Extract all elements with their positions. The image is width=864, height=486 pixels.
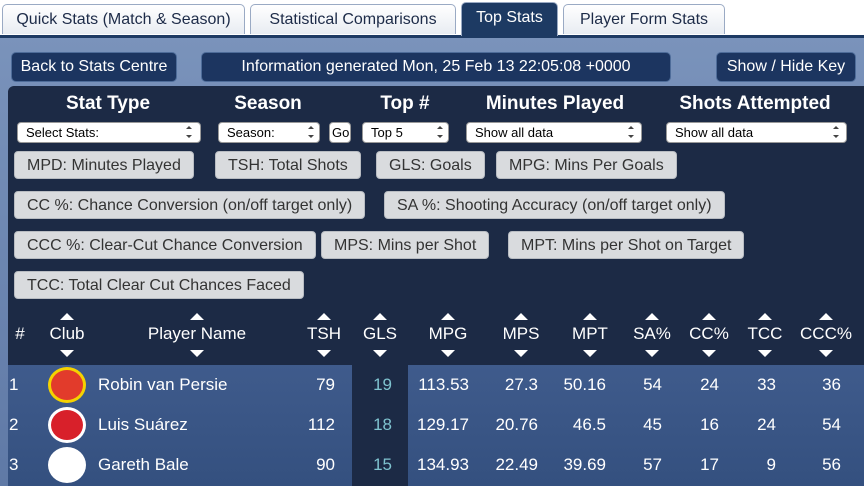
sort-arrow[interactable] (317, 313, 331, 357)
filter-label: Season (234, 93, 302, 114)
column-header[interactable]: GLS (362, 324, 398, 343)
rank: 1 (9, 375, 19, 394)
stat-value: 18 (373, 415, 392, 434)
info-bar: Information generated Mon, 25 Feb 13 22:… (201, 52, 671, 82)
key-item: TCC: Total Clear Cut Chances Faced (14, 271, 304, 299)
select[interactable]: Season: (218, 122, 320, 143)
tab[interactable]: Quick Stats (Match & Season) (2, 4, 245, 34)
column-header[interactable]: Player Name (147, 324, 247, 343)
sort-arrow[interactable] (190, 313, 204, 357)
column-header: # (15, 324, 25, 343)
player-name: Luis Suárez (98, 415, 188, 434)
stat-value: 17 (700, 455, 719, 474)
sort-arrow[interactable] (583, 313, 597, 357)
tab[interactable]: Statistical Comparisons (250, 4, 456, 34)
back-button[interactable]: Back to Stats Centre (11, 52, 177, 82)
rows-bg (8, 365, 864, 486)
go-button[interactable]: Go (329, 122, 351, 143)
key-item: MPT: Mins per Shot on Target (508, 231, 745, 259)
stat-value: 24 (757, 415, 776, 434)
column-header[interactable]: SA% (633, 324, 671, 343)
column-header[interactable]: Club (49, 324, 85, 343)
club-logo (48, 407, 86, 443)
tab-line (0, 35, 864, 38)
key-button[interactable]: Show / Hide Key (716, 52, 856, 82)
tab-active[interactable]: Top Stats (461, 2, 558, 36)
stat-value: 112 (307, 415, 335, 434)
stat-value: 27.3 (504, 375, 538, 394)
column-header[interactable]: MPT (572, 324, 608, 343)
stat-value: 134.93 (417, 455, 469, 474)
column-header[interactable]: TCC (747, 324, 783, 343)
stat-value: 45 (643, 415, 662, 434)
sort-arrow[interactable] (60, 313, 74, 357)
club-logo (48, 447, 86, 483)
stat-value: 9 (766, 455, 776, 474)
column-header[interactable]: CCC% (800, 324, 852, 343)
key-item: TSH: Total Shots (215, 151, 361, 179)
stat-value: 90 (316, 455, 335, 474)
sort-arrow[interactable] (758, 313, 772, 357)
sort-arrow[interactable] (514, 313, 528, 357)
tab[interactable]: Player Form Stats (563, 4, 725, 34)
stat-value: 46.5 (572, 415, 606, 434)
stat-value: 56 (822, 455, 841, 474)
stat-value: 50.16 (563, 375, 606, 394)
filter-label: Stat Type (65, 93, 151, 114)
key-item: MPG: Mins Per Goals (496, 151, 677, 179)
filter-label: Top # (380, 93, 430, 114)
sort-arrow[interactable] (819, 313, 833, 357)
select[interactable]: Select Stats: (17, 122, 201, 143)
column-header[interactable]: CC% (689, 324, 729, 343)
stat-value: 39.69 (563, 455, 606, 474)
club-logo (48, 367, 86, 403)
column-header[interactable]: MPS (502, 324, 540, 343)
key-item: SA %: Shooting Accuracy (on/off target o… (384, 191, 725, 219)
stat-value: 24 (700, 375, 719, 394)
column-header[interactable]: MPG (428, 324, 468, 343)
filter-label: Shots Attempted (679, 93, 831, 114)
select[interactable]: Top 5 (362, 122, 449, 143)
select[interactable]: Show all data (666, 122, 847, 143)
sorted-column (352, 365, 408, 486)
key-item: CC %: Chance Conversion (on/off target o… (14, 191, 366, 219)
stat-value: 113.53 (418, 375, 469, 394)
sort-arrow[interactable] (702, 313, 716, 357)
stat-value: 129.17 (417, 415, 469, 434)
column-header[interactable]: TSH (307, 324, 341, 343)
sort-arrow[interactable] (373, 313, 387, 357)
filter-label: Minutes Played (485, 93, 625, 114)
player-name: Gareth Bale (98, 455, 189, 474)
sort-arrow[interactable] (645, 313, 659, 357)
key-item: CCC %: Clear-Cut Chance Conversion (14, 231, 316, 259)
player-name: Robin van Persie (98, 375, 228, 394)
select[interactable]: Show all data (466, 122, 642, 143)
key-item: MPD: Minutes Played (14, 151, 194, 179)
sort-arrow[interactable] (441, 313, 455, 357)
stat-value: 22.49 (495, 455, 538, 474)
stat-value: 54 (643, 375, 662, 394)
rank: 3 (9, 455, 19, 474)
stat-value: 19 (373, 375, 392, 394)
stat-value: 36 (822, 375, 841, 394)
stat-value: 20.76 (495, 415, 538, 434)
rank: 2 (9, 415, 19, 434)
key-item: GLS: Goals (376, 151, 485, 179)
stat-value: 57 (643, 455, 662, 474)
key-item: MPS: Mins per Shot (321, 231, 490, 259)
stat-value: 79 (316, 375, 335, 394)
select-arrows (186, 126, 839, 138)
stat-value: 15 (373, 455, 392, 474)
stat-value: 16 (700, 415, 719, 434)
stat-value: 33 (757, 375, 776, 394)
stat-value: 54 (822, 415, 841, 434)
